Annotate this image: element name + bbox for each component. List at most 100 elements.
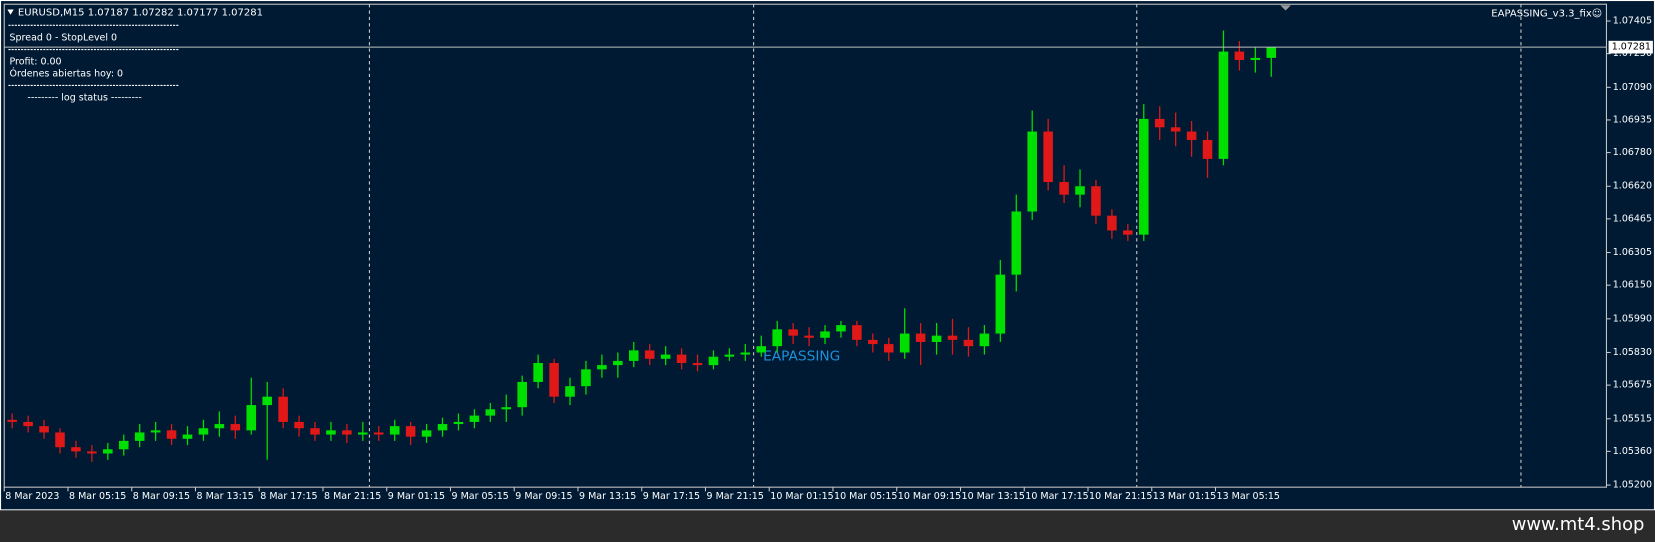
candle-body [1170, 127, 1181, 132]
candle-body [485, 409, 496, 416]
candle-body [756, 346, 767, 353]
candle-body [278, 396, 288, 422]
candle-body [166, 430, 177, 439]
x-tick-label: 8 Mar 09:15 [133, 491, 190, 502]
candle-body [1123, 230, 1133, 235]
y-tick-label: 1.07090 [1613, 82, 1652, 93]
candle-body [692, 363, 703, 366]
candle-body [71, 447, 81, 452]
candle-body [1011, 211, 1022, 275]
candle-body [708, 356, 719, 366]
candle-body [931, 335, 942, 342]
x-tick-label: 8 Mar 17:15 [260, 491, 317, 502]
candle-body [246, 405, 257, 431]
candle-body [150, 430, 161, 433]
x-tick-label: 8 Mar 21:15 [324, 491, 381, 502]
candle-body [883, 344, 894, 353]
chart-background [1, 1, 1654, 510]
profit-info: Profit: 0.00 [9, 57, 61, 68]
x-tick-label: 13 Mar 01:15 [1153, 491, 1216, 502]
candle-body [724, 354, 735, 357]
watermark: EAPASSING [763, 348, 840, 364]
y-tick-label: 1.05830 [1613, 347, 1652, 358]
candle-body [1186, 131, 1197, 140]
candle-body [899, 333, 910, 353]
y-tick-label: 1.05200 [1613, 480, 1652, 491]
candle-body [549, 363, 559, 397]
y-tick-label: 1.05360 [1613, 446, 1652, 457]
candle-body [915, 333, 926, 342]
candle-body [1218, 51, 1229, 159]
symbol-arrow [7, 9, 14, 15]
candle-body [660, 354, 671, 359]
candle-body [597, 365, 607, 370]
candle-body [1234, 51, 1245, 60]
candle-body [182, 434, 193, 439]
plot-frame [3, 3, 1607, 488]
log-status: --------- log status --------- [27, 93, 141, 104]
x-tick-label: 9 Mar 17:15 [643, 491, 700, 502]
x-tick-label: 10 Mar 09:15 [898, 491, 961, 502]
panel-separators [8, 24, 180, 86]
candle-body [772, 329, 782, 347]
candle-body [995, 274, 1006, 334]
candle-body [39, 426, 49, 433]
candle-body [230, 424, 241, 431]
candle-body [1202, 139, 1213, 159]
candle-body [868, 339, 878, 345]
orders-info: Órdenes abiertas hoy: 0 [9, 67, 123, 79]
candle-body [1059, 182, 1069, 195]
x-tick-label: 9 Mar 01:15 [388, 491, 445, 502]
x-tick-label: 9 Mar 05:15 [452, 491, 509, 502]
candle-body [214, 424, 225, 429]
candle-body [533, 363, 543, 382]
candle-body [7, 419, 17, 422]
y-tick-label: 1.06935 [1613, 114, 1652, 125]
candle-body [501, 407, 512, 410]
candle-body [373, 432, 384, 435]
candle-body [581, 369, 591, 387]
y-tick-label: 1.06620 [1613, 181, 1652, 192]
x-tick-label: 9 Mar 13:15 [579, 491, 636, 502]
candle-body [326, 430, 336, 435]
candle-body [310, 428, 320, 435]
candle-body [294, 421, 304, 429]
x-tick-label: 10 Mar 01:15 [770, 491, 833, 502]
ea-name: EAPASSING_v3.3_fix☺ [1491, 9, 1602, 20]
candle-body [517, 381, 527, 408]
x-tick-label: 13 Mar 05:15 [1217, 491, 1280, 502]
spread-info: Spread 0 - StopLevel 0 [9, 32, 117, 43]
y-tick-label: 1.07250 [1613, 48, 1652, 59]
candle-body [852, 325, 862, 340]
candle-body [644, 350, 655, 359]
current-price-label: 1.07281 [1612, 42, 1651, 53]
y-tick-label: 1.06780 [1613, 147, 1652, 158]
y-tick-label: 1.06305 [1613, 247, 1652, 258]
period-separators [368, 4, 1522, 488]
candle-body [1266, 47, 1277, 58]
y-tick-label: 1.05990 [1613, 313, 1652, 324]
x-tick-label: 8 Mar 13:15 [197, 491, 254, 502]
candle-body [1043, 131, 1053, 183]
candle-body [1075, 186, 1085, 195]
candle-body [469, 415, 480, 422]
candle-body [740, 352, 751, 355]
x-tick-label: 10 Mar 17:15 [1025, 491, 1088, 502]
x-tick-label: 9 Mar 21:15 [707, 491, 764, 502]
x-tick-label: 10 Mar 21:15 [1089, 491, 1152, 502]
candle-body [389, 426, 400, 435]
x-tick-label: 8 Mar 05:15 [69, 491, 126, 502]
candle-body [979, 333, 990, 347]
current-price-box [1608, 40, 1653, 54]
x-tick-label: 10 Mar 13:15 [962, 491, 1025, 502]
candle-body [565, 386, 575, 397]
candle-body [55, 432, 65, 448]
candle-body [23, 421, 33, 427]
candle-body [628, 350, 639, 361]
candle-body [453, 421, 464, 425]
candle-body [134, 432, 145, 441]
candle-body [87, 451, 97, 454]
candle-body [613, 360, 623, 366]
